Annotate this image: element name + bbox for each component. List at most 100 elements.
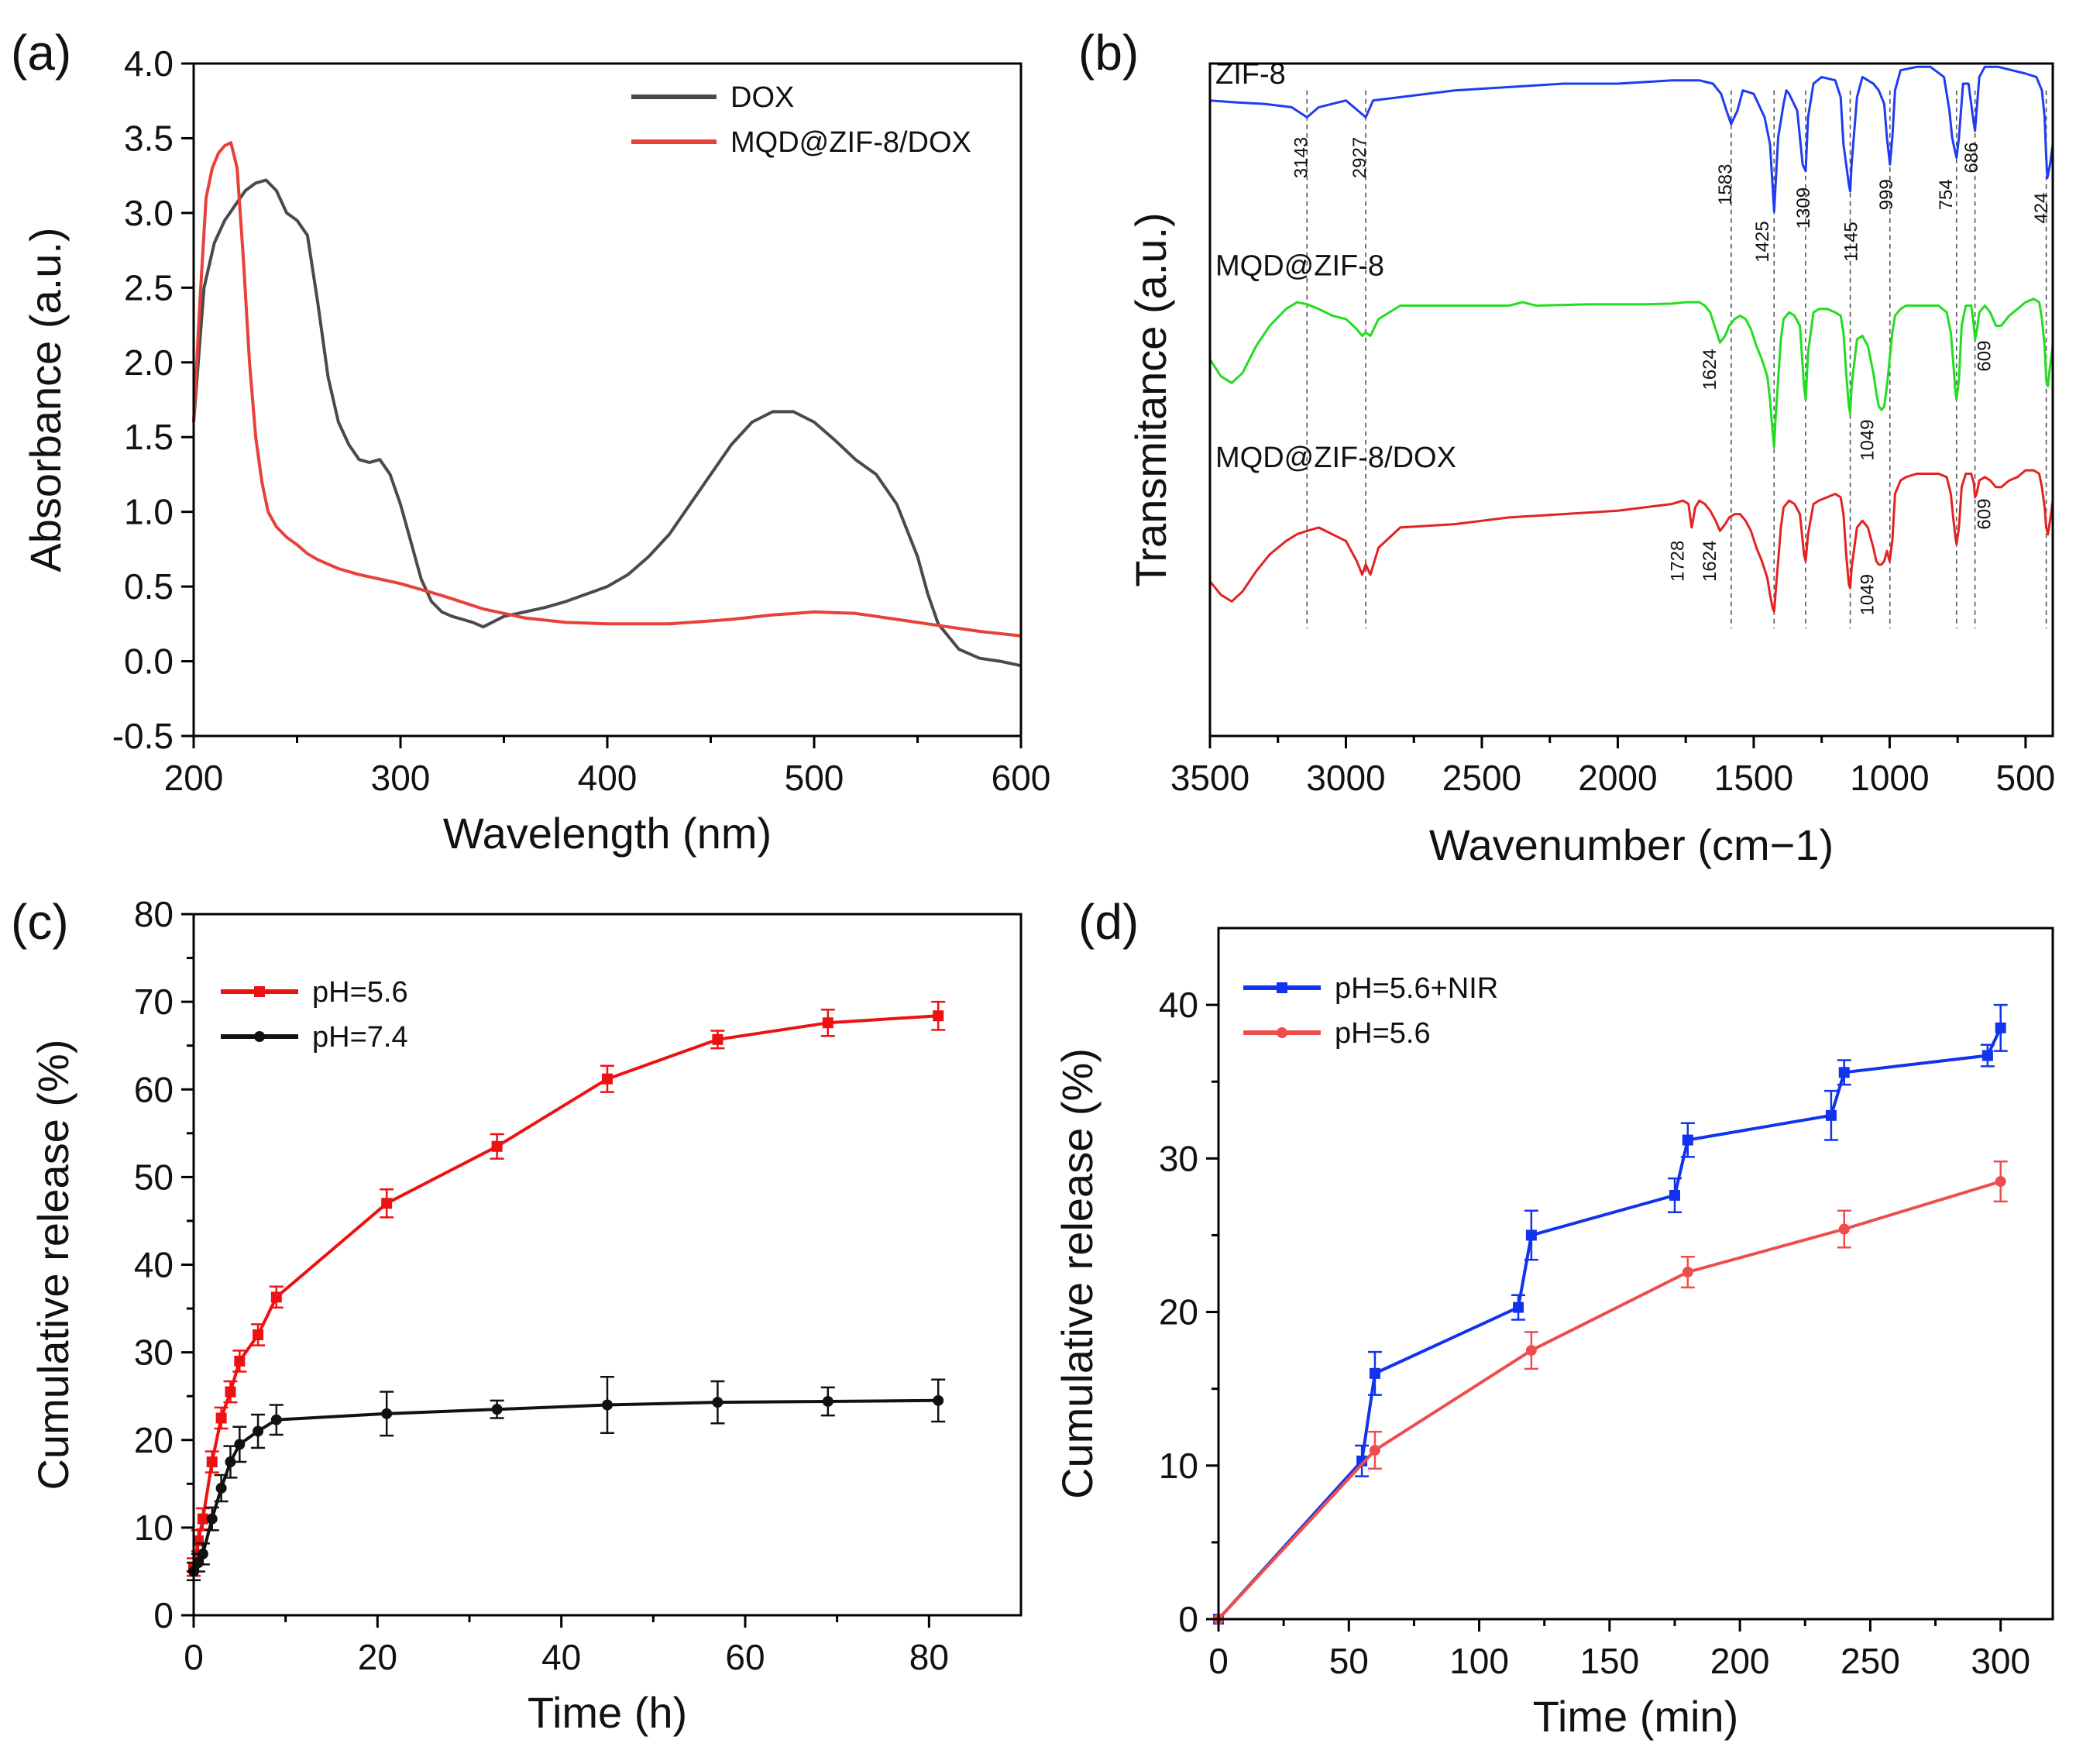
data-point [1356, 1455, 1368, 1467]
data-point [197, 1548, 208, 1559]
spectrum-zif-8 [1209, 65, 2054, 213]
legend-entry-ph-5-6: pH=5.6 [1243, 1017, 1431, 1050]
peak-label: 2927 [1349, 137, 1370, 178]
x-axis-title: Time (min) [1533, 1692, 1738, 1741]
data-point [602, 1399, 613, 1411]
x-tick-label: 200 [1710, 1641, 1770, 1681]
panel-c-release-hours-chart: 0 20 40 60 80 0 10 20 30 40 50 60 70 80 Time (h) Cumula… [11, 894, 1023, 1737]
data-point [225, 1386, 236, 1398]
data-point [933, 1010, 944, 1022]
data-point [1838, 1067, 1850, 1078]
data-point [1825, 1109, 1837, 1121]
data-point [1995, 1176, 2006, 1188]
legend-marker [254, 986, 265, 997]
x-tick-label: 20 [358, 1637, 397, 1677]
y-tick-label: 1.0 [124, 492, 174, 532]
data-point [1682, 1134, 1693, 1146]
data-point [712, 1033, 724, 1045]
y-tick-label: 30 [134, 1332, 174, 1373]
data-point [933, 1394, 944, 1406]
data-point [822, 1017, 833, 1029]
x-tick-label: 0 [1208, 1641, 1229, 1681]
legend-entry-ph-5-6-nir: pH=5.6+NIR [1243, 972, 1498, 1005]
y-tick-label: 2.0 [124, 342, 174, 383]
data-point [1369, 1444, 1380, 1456]
y-tick-label: 70 [134, 982, 174, 1022]
x-tick-label: 250 [1841, 1641, 1900, 1681]
legend-label: pH=7.4 [312, 1021, 408, 1054]
peak-label: 1425 [1752, 221, 1773, 262]
x-tick-label: 1000 [1850, 758, 1929, 798]
data-point [381, 1408, 393, 1419]
y-axis-title: Absorbance (a.u.) [21, 227, 70, 572]
plot-frame [1208, 62, 2054, 738]
x-tick-label: 1500 [1714, 758, 1793, 798]
legend-label: pH=5.6 [312, 976, 408, 1009]
panel-label: (a) [11, 25, 71, 81]
x-tick-label: 500 [785, 758, 844, 798]
x-tick-label: 80 [909, 1637, 949, 1677]
y-tick-label: 40 [134, 1245, 174, 1285]
data-point [1981, 1050, 1993, 1061]
panel-label: (c) [11, 894, 69, 950]
peak-label: 1049 [1857, 419, 1878, 460]
legend-entry-ph-7-4: pH=7.4 [221, 1021, 408, 1054]
spectrum-name-label: MQD@ZIF-8/DOX [1215, 442, 1456, 474]
spectrum-mqd-zif-8-dox [1208, 469, 2054, 613]
peak-label: 609 [1974, 341, 1995, 372]
x-tick-label: 100 [1449, 1641, 1509, 1681]
data-point [602, 1073, 613, 1085]
x-tick-label: 300 [371, 758, 431, 798]
x-tick-label: 2500 [1442, 758, 1521, 798]
spectrum-name-label: MQD@ZIF-8 [1215, 249, 1384, 282]
y-tick-label: 0.5 [124, 566, 174, 607]
y-tick-label: 3.5 [124, 118, 174, 158]
y-tick-label: 80 [134, 894, 174, 934]
peak-label: 1309 [1793, 187, 1814, 229]
peak-label: 1624 [1700, 541, 1720, 582]
x-tick-label: 200 [164, 758, 224, 798]
x-tick-label: 2000 [1578, 758, 1657, 798]
data-point [1513, 1302, 1524, 1313]
panel-a-absorbance-chart: 200 300 400 500 600 -0.5 0.0 0.5 1.0 1.5 2.0 2.5 3.0… [11, 25, 1050, 858]
y-tick-label: 60 [134, 1069, 174, 1109]
data-point [270, 1414, 282, 1425]
peak-label: 424 [2031, 193, 2052, 224]
series-line-mqd-zif-8-dox [192, 141, 1022, 638]
data-point [1995, 1022, 2006, 1033]
data-point [253, 1329, 264, 1340]
y-tick-label: 3.0 [124, 193, 174, 233]
x-tick-label: 50 [1329, 1641, 1369, 1681]
y-tick-label: 30 [1159, 1138, 1198, 1178]
data-point [1682, 1267, 1693, 1278]
x-axis-title: Wavenumber (cm−1) [1429, 820, 1834, 869]
x-axis-title: Time (h) [528, 1688, 687, 1737]
plot-frame [1217, 927, 2054, 1621]
data-point [491, 1140, 503, 1152]
y-tick-label: 10 [1159, 1446, 1198, 1486]
data-point [822, 1395, 833, 1407]
x-tick-label: 300 [1971, 1641, 2030, 1681]
data-point [206, 1456, 218, 1468]
data-point [491, 1404, 503, 1415]
data-point [1669, 1189, 1680, 1201]
data-point [381, 1198, 393, 1209]
peak-label: 609 [1974, 499, 1995, 530]
y-axis-title: Cumulative release (%) [29, 1040, 77, 1491]
x-tick-label: 3000 [1306, 758, 1385, 798]
y-axis-title: Transmitance (a.u.) [1126, 212, 1175, 586]
peak-label: 1049 [1857, 574, 1878, 615]
series-ph-7-4 [187, 1376, 946, 1581]
panel-label: (b) [1078, 25, 1139, 81]
data-point [253, 1425, 264, 1437]
y-tick-label: 10 [134, 1508, 174, 1548]
y-axis-title: Cumulative release (%) [1053, 1048, 1102, 1499]
x-tick-label: 150 [1579, 1641, 1639, 1681]
legend-entry-dox: DOX [631, 81, 794, 114]
peak-label: 999 [1876, 179, 1897, 210]
y-tick-label: 50 [134, 1157, 174, 1197]
legend-label: pH=5.6 [1335, 1017, 1431, 1050]
y-tick-label: 4.0 [124, 43, 174, 84]
panel-d-release-minutes-chart: 0 50 100 150 200 250 300 0 10 20 30 40 Time (min) Cum… [1053, 894, 2054, 1741]
